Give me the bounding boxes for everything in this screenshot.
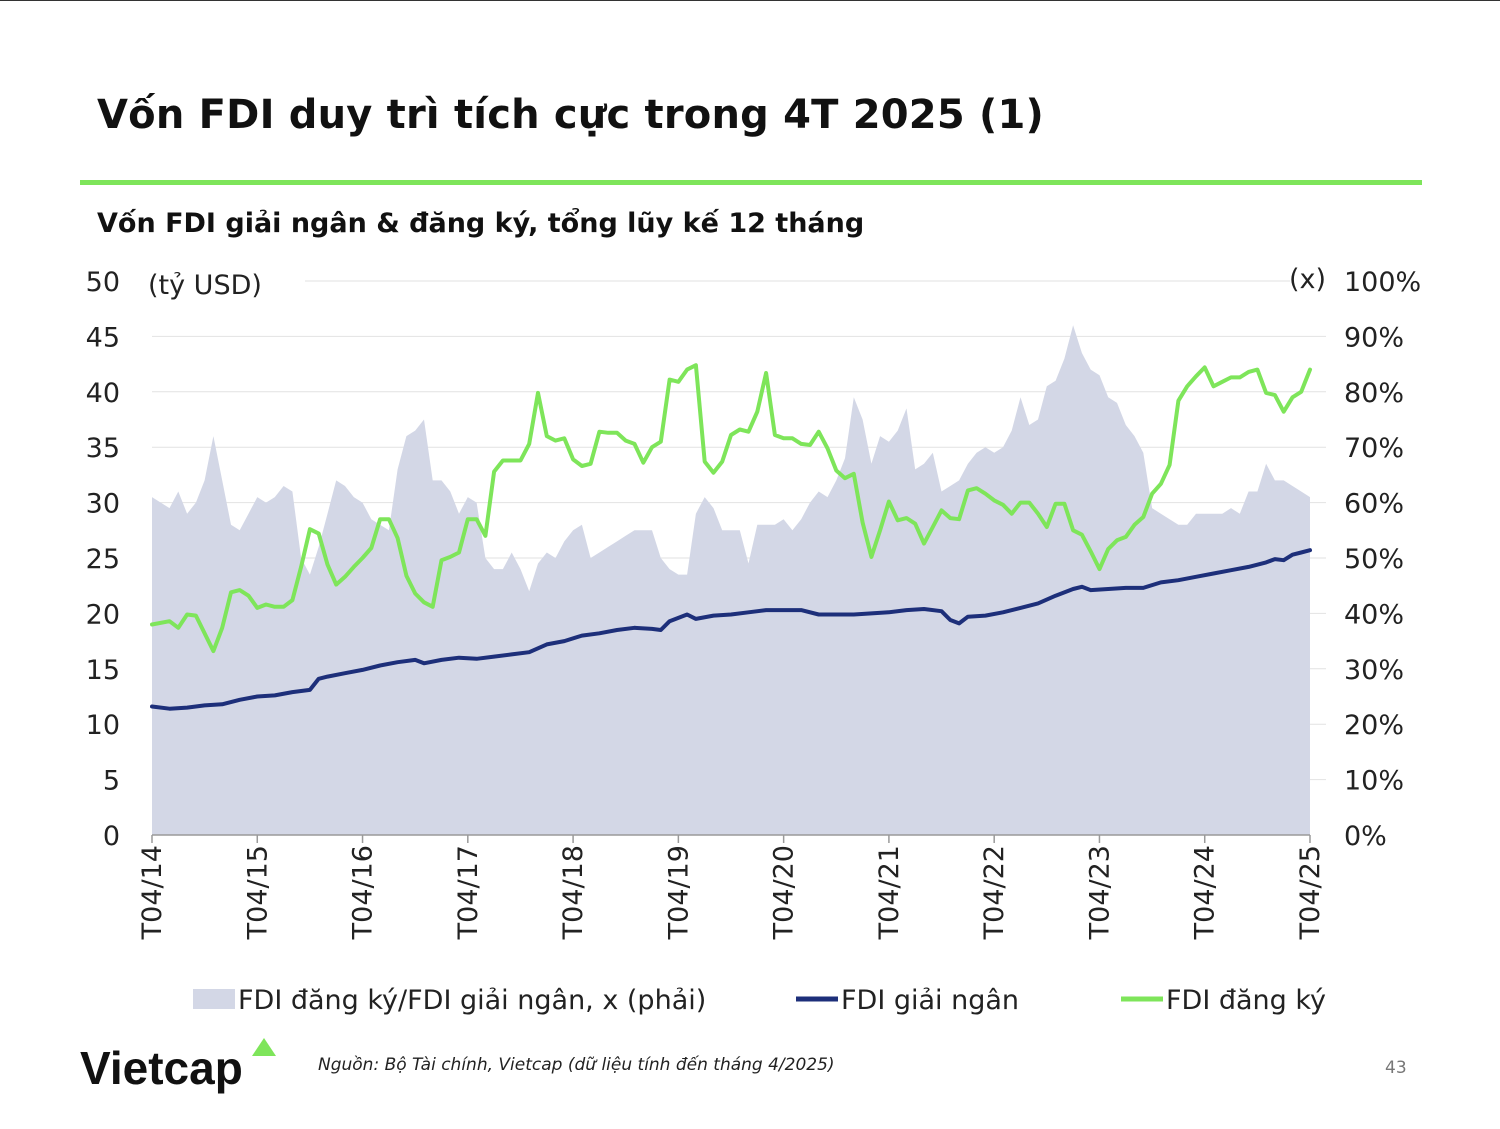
axes: 50 100%45 90%40 80%35 70%30 60%25 50%20 40%15 30… [86, 267, 1422, 940]
accent-rule [80, 180, 1422, 185]
y-right-tick-label: 90% [1344, 322, 1404, 353]
legend-label-ratio: FDI đăng ký/FDI giải ngân, x (phải) [238, 985, 706, 1016]
y-left-tick-label: 0 [103, 821, 120, 852]
ratio-area-layer [152, 325, 1310, 835]
y-right-tick-label: 40% [1344, 599, 1404, 630]
x-tick-label: T04/24 [1190, 845, 1221, 940]
page-number: 43 [1385, 1058, 1407, 1078]
y-right-tick-label: 80% [1344, 378, 1404, 409]
y-right-tick-label: 30% [1344, 655, 1404, 686]
y-left-tick-label: 35 [86, 433, 120, 464]
legend: FDI đăng ký/FDI giải ngân, x (phải) FDI … [193, 985, 1326, 1016]
legend-swatch-ratio [193, 989, 235, 1009]
chart-title: Vốn FDI giải ngân & đăng ký, tổng lũy kế… [97, 208, 865, 239]
series-line-registered [150, 363, 1312, 654]
source-note: Nguồn: Bộ Tài chính, Vietcap (dữ liệu tí… [318, 1055, 835, 1075]
x-tick-label: T04/21 [874, 845, 905, 940]
logo-triangle-icon [252, 1038, 276, 1056]
y-left-tick-label: 30 [86, 489, 120, 520]
y-right-tick-label: 0% [1344, 821, 1387, 852]
series-line-disbursed [150, 548, 1312, 711]
y-left-tick-label: 25 [86, 544, 120, 575]
x-tick-label: T04/20 [769, 845, 800, 940]
y-left-tick-label: 50 [86, 267, 120, 298]
right-axis-unit: (x) [1289, 264, 1326, 295]
y-right-tick-label: 20% [1344, 710, 1404, 741]
y-left-tick-label: 20 [86, 599, 120, 630]
series-area-ratio [152, 325, 1310, 835]
legend-label-registered: FDI đăng ký [1166, 985, 1326, 1016]
x-tick-label: T04/14 [137, 845, 168, 940]
y-left-tick-label: 45 [86, 322, 120, 353]
x-tick-label: T04/23 [1084, 845, 1115, 940]
vietcap-logo: Vietcap [80, 1038, 276, 1094]
y-left-tick-label: 10 [86, 710, 120, 741]
y-right-tick-label: 10% [1344, 766, 1404, 797]
y-left-tick-label: 40 [86, 378, 120, 409]
page-title: Vốn FDI duy trì tích cực trong 4T 2025 (… [97, 92, 1044, 138]
y-left-tick-label: 5 [103, 766, 120, 797]
x-tick-label: T04/17 [453, 845, 484, 940]
x-tick-label: T04/18 [558, 845, 589, 940]
logo-wordmark: Vietcap [80, 1042, 243, 1094]
x-tick-label: T04/15 [242, 845, 273, 940]
y-left-tick-label: 15 [86, 655, 120, 686]
legend-label-disbursed: FDI giải ngân [841, 985, 1019, 1016]
x-tick-label: T04/16 [348, 845, 379, 940]
left-axis-unit: (tỷ USD) [148, 270, 262, 301]
y-right-tick-label: 60% [1344, 489, 1404, 520]
y-right-tick-label: 70% [1344, 433, 1404, 464]
x-tick-label: T04/22 [979, 845, 1010, 940]
y-right-tick-label: 50% [1344, 544, 1404, 575]
y-right-tick-label: 100% [1344, 267, 1421, 298]
line-series-layer [150, 363, 1312, 711]
x-tick-label: T04/25 [1295, 845, 1326, 940]
x-tick-label: T04/19 [663, 845, 694, 940]
top-border [0, 0, 1500, 1]
